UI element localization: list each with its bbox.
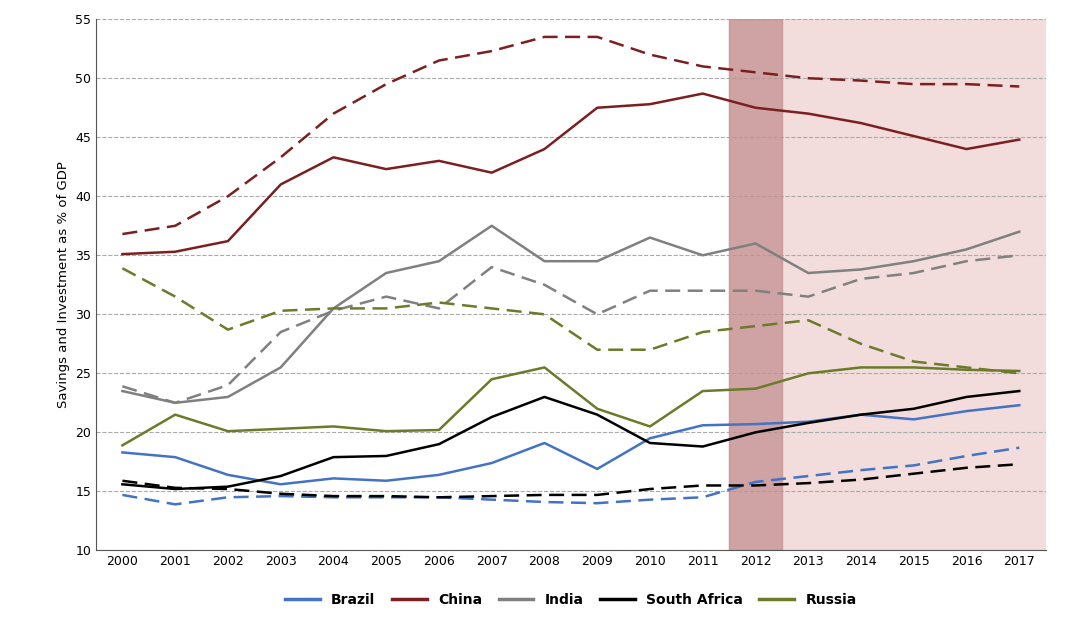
Bar xyxy=(729,19,1046,550)
Legend: Brazil, China, India, South Africa, Russia: Brazil, China, India, South Africa, Russ… xyxy=(280,588,862,612)
Y-axis label: Savings and Investment as % of GDP: Savings and Investment as % of GDP xyxy=(57,161,69,408)
Bar xyxy=(729,19,782,550)
